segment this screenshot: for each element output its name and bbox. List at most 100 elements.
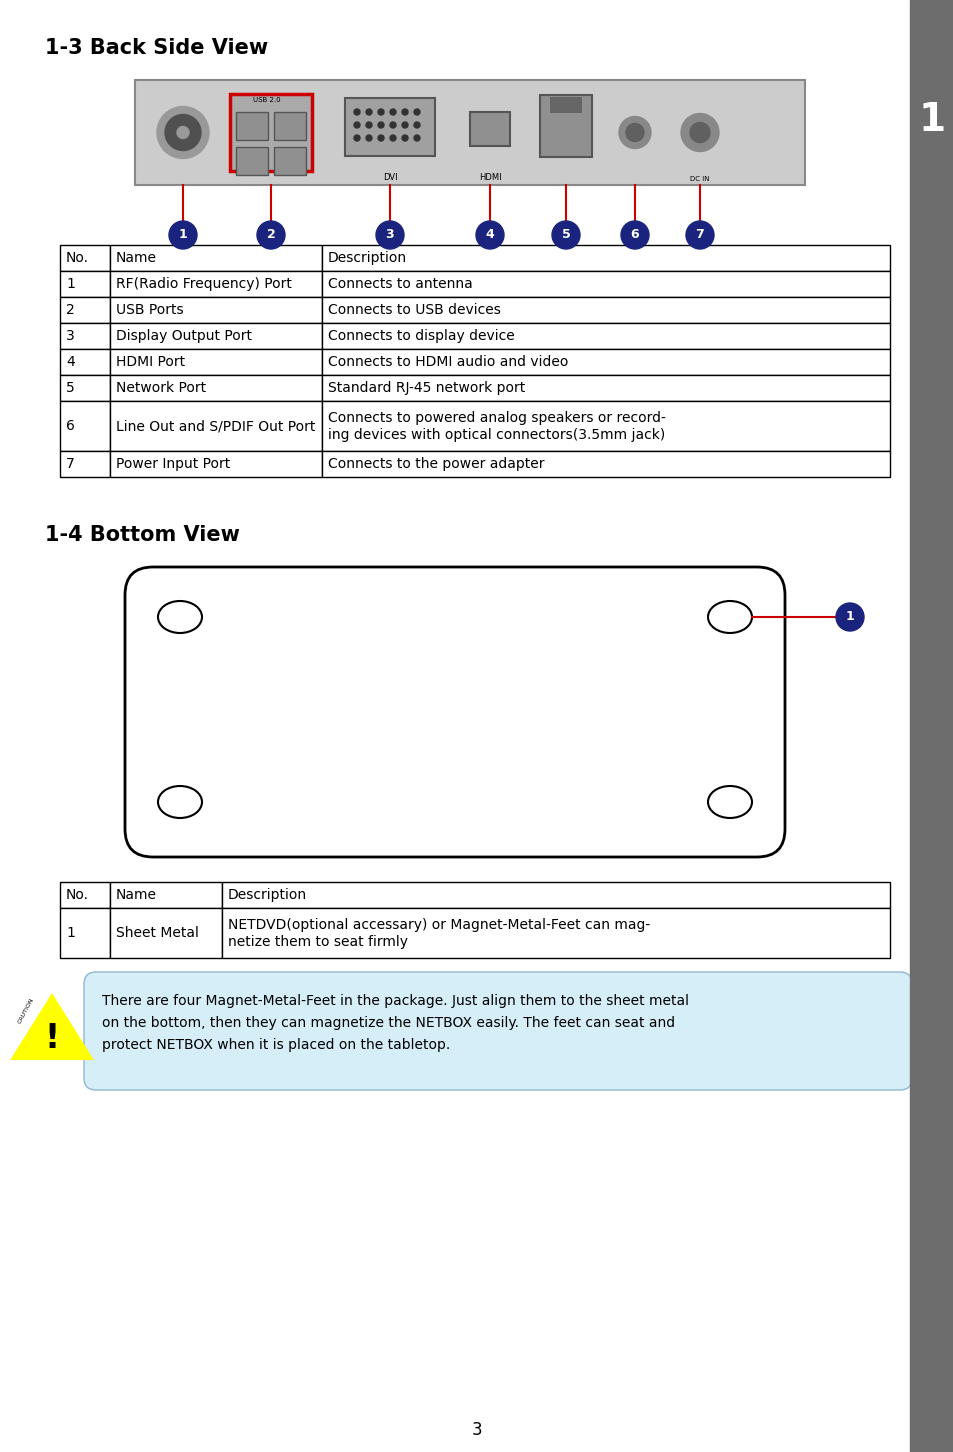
Text: 1: 1	[178, 228, 187, 241]
Bar	[345, 97, 435, 155]
Bar	[222, 881, 889, 908]
Circle shape	[366, 109, 372, 115]
Text: 4: 4	[485, 228, 494, 241]
Text: !: !	[45, 1022, 59, 1056]
Circle shape	[685, 221, 713, 248]
Bar	[110, 245, 322, 272]
Circle shape	[390, 122, 395, 128]
Text: 3: 3	[471, 1422, 482, 1439]
Text: Description: Description	[228, 889, 307, 902]
Bar	[60, 322, 110, 348]
Text: HDMI Port: HDMI Port	[116, 354, 185, 369]
Text: NETDVD(optional accessary) or Magnet-Metal-Feet can mag-: NETDVD(optional accessary) or Magnet-Met…	[228, 918, 650, 932]
Circle shape	[256, 221, 285, 248]
Bar	[110, 375, 322, 401]
Bar	[110, 452, 322, 478]
Text: USB Ports: USB Ports	[116, 303, 183, 317]
Text: ing devices with optical connectors(3.5mm jack): ing devices with optical connectors(3.5m…	[328, 428, 664, 441]
Bar	[539, 94, 592, 157]
Text: There are four Magnet-Metal-Feet in the package. Just align them to the sheet me: There are four Magnet-Metal-Feet in the …	[102, 995, 688, 1008]
Text: 1: 1	[66, 277, 74, 290]
Bar	[322, 298, 889, 322]
Text: on the bottom, then they can magnetize the NETBOX easily. The feet can seat and: on the bottom, then they can magnetize t…	[102, 1016, 675, 1029]
Circle shape	[552, 221, 579, 248]
Text: 1: 1	[844, 610, 854, 623]
Bar	[322, 272, 889, 298]
Bar	[274, 147, 306, 176]
Text: Description: Description	[328, 251, 407, 266]
Text: 1-3 Back Side View: 1-3 Back Side View	[45, 38, 268, 58]
Bar	[470, 112, 510, 147]
Text: 2: 2	[266, 228, 275, 241]
Circle shape	[354, 109, 359, 115]
Text: Connects to antenna: Connects to antenna	[328, 277, 473, 290]
Text: DVI: DVI	[382, 173, 396, 182]
Circle shape	[375, 221, 403, 248]
Text: 5: 5	[561, 228, 570, 241]
Bar	[322, 375, 889, 401]
Bar	[235, 112, 268, 139]
Text: 1: 1	[66, 926, 74, 939]
Text: Connects to the power adapter: Connects to the power adapter	[328, 457, 544, 470]
Circle shape	[366, 135, 372, 141]
Circle shape	[414, 109, 419, 115]
Text: Line Out and S/PDIF Out Port: Line Out and S/PDIF Out Port	[116, 420, 315, 433]
Bar	[60, 245, 110, 272]
Bar	[60, 348, 110, 375]
Circle shape	[377, 135, 384, 141]
Text: No.: No.	[66, 889, 89, 902]
Circle shape	[390, 109, 395, 115]
Text: CAUTION: CAUTION	[17, 998, 35, 1025]
Circle shape	[835, 603, 863, 632]
Circle shape	[414, 122, 419, 128]
Bar	[322, 401, 889, 452]
Bar	[60, 272, 110, 298]
Circle shape	[620, 221, 648, 248]
Circle shape	[618, 116, 650, 148]
Ellipse shape	[707, 786, 751, 817]
Bar	[322, 452, 889, 478]
Bar	[60, 908, 110, 958]
Bar	[60, 452, 110, 478]
Text: HDMI: HDMI	[478, 173, 500, 182]
Text: 3: 3	[385, 228, 394, 241]
Bar	[110, 881, 222, 908]
Circle shape	[165, 115, 201, 151]
Bar	[135, 80, 804, 184]
Text: 7: 7	[66, 457, 74, 470]
FancyBboxPatch shape	[125, 566, 784, 857]
Bar	[60, 375, 110, 401]
Bar	[110, 298, 322, 322]
Bar	[222, 908, 889, 958]
Bar	[235, 147, 268, 176]
Text: Connects to powered analog speakers or record-: Connects to powered analog speakers or r…	[328, 411, 665, 425]
Circle shape	[177, 126, 189, 138]
Text: RF(Radio Frequency) Port: RF(Radio Frequency) Port	[116, 277, 292, 290]
Circle shape	[377, 122, 384, 128]
Text: 5: 5	[66, 380, 74, 395]
Circle shape	[401, 122, 408, 128]
Bar	[230, 94, 312, 171]
Circle shape	[401, 109, 408, 115]
Bar	[274, 112, 306, 139]
Text: Standard RJ-45 network port: Standard RJ-45 network port	[328, 380, 525, 395]
Bar	[322, 348, 889, 375]
Circle shape	[366, 122, 372, 128]
Circle shape	[169, 221, 196, 248]
Text: 6: 6	[66, 420, 74, 433]
Bar	[322, 322, 889, 348]
Text: Network Port: Network Port	[116, 380, 206, 395]
Text: 6: 6	[630, 228, 639, 241]
Bar	[909, 0, 953, 1452]
Circle shape	[414, 135, 419, 141]
Text: 3: 3	[66, 330, 74, 343]
Circle shape	[354, 135, 359, 141]
Circle shape	[354, 122, 359, 128]
Bar	[110, 272, 322, 298]
Bar	[60, 401, 110, 452]
Bar	[322, 245, 889, 272]
Circle shape	[689, 122, 709, 142]
Text: Connects to display device: Connects to display device	[328, 330, 515, 343]
Text: protect NETBOX when it is placed on the tabletop.: protect NETBOX when it is placed on the …	[102, 1038, 450, 1053]
Bar	[550, 97, 581, 113]
